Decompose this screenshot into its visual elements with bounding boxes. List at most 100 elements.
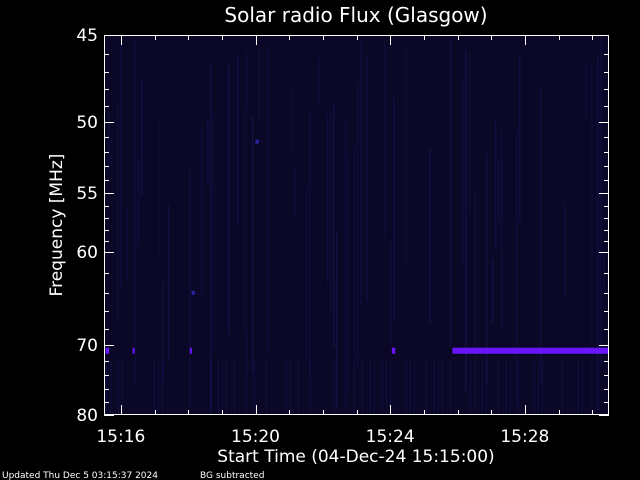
noise-streak	[189, 168, 191, 409]
x-tick-label: 15:20	[231, 427, 280, 447]
noise-streak	[357, 82, 359, 369]
noise-streak	[327, 114, 329, 284]
x-tick-label: 15:24	[366, 427, 415, 447]
noise-streak	[390, 360, 391, 415]
noise-streak	[210, 63, 212, 413]
noise-streak	[486, 360, 487, 415]
noise-streak	[414, 360, 415, 415]
noise-streak	[426, 360, 427, 415]
y-axis-label: Frequency [MHz]	[47, 154, 67, 297]
noise-streak	[213, 113, 215, 352]
noise-streak	[298, 360, 299, 415]
noise-streak	[495, 117, 497, 252]
noise-streak	[386, 360, 387, 415]
y-tick-label: 80	[76, 406, 98, 426]
emission-segment	[132, 347, 135, 354]
emission-segment	[189, 347, 192, 354]
noise-streak	[600, 35, 602, 367]
noise-streak	[309, 109, 311, 374]
noise-streak	[154, 360, 155, 415]
noise-streak	[243, 110, 245, 330]
noise-streak	[306, 187, 308, 362]
y-tick-label: 60	[76, 243, 98, 263]
noise-streak	[122, 360, 123, 415]
noise-streak	[228, 64, 230, 335]
noise-streak	[374, 360, 375, 415]
y-tick-label: 70	[76, 336, 98, 356]
noise-streak	[382, 360, 383, 415]
noise-streak	[222, 360, 223, 415]
noise-streak	[585, 63, 587, 118]
weak-feature	[191, 290, 195, 295]
noise-streak	[126, 206, 128, 281]
noise-streak	[405, 49, 407, 263]
noise-streak	[246, 49, 248, 375]
updated-timestamp: Updated Thu Dec 5 03:15:37 2024	[2, 471, 158, 480]
weak-feature	[255, 139, 259, 144]
noise-streak	[510, 360, 511, 415]
noise-streak	[542, 360, 543, 415]
noise-streak	[159, 119, 161, 259]
x-tick-label: 15:16	[96, 427, 145, 447]
weak-features	[191, 139, 259, 295]
noise-streak	[234, 360, 235, 415]
noise-streak	[366, 55, 368, 300]
noise-streak	[267, 45, 269, 353]
noise-streak	[318, 57, 320, 106]
noise-streak	[591, 64, 593, 411]
noise-streak	[334, 360, 335, 415]
noise-streak	[258, 46, 260, 124]
noise-streak	[450, 37, 452, 347]
x-axis-ticks: 15:16 15:20 15:24 15:28	[96, 35, 593, 447]
noise-streak	[345, 119, 347, 408]
noise-streak	[498, 159, 500, 222]
noise-streak	[442, 360, 443, 415]
noise-streak	[486, 153, 488, 384]
noise-streak	[470, 360, 471, 415]
noise-streak	[310, 360, 311, 415]
noise-streak	[562, 360, 563, 415]
noise-streak	[370, 360, 371, 415]
noise-streak	[290, 360, 291, 415]
noise-streak	[106, 360, 107, 415]
noise-streak	[360, 40, 362, 307]
noise-streak	[434, 360, 435, 415]
noise-streak	[538, 360, 539, 415]
noise-streak	[246, 360, 247, 415]
emission-band	[105, 347, 609, 354]
background-subtracted-note: BG subtracted	[200, 471, 264, 480]
noise-texture	[106, 35, 605, 415]
noise-streak	[482, 360, 483, 415]
noise-streak	[333, 102, 335, 348]
x-tick-label: 15:28	[500, 427, 549, 447]
noise-streak	[474, 189, 476, 410]
noise-streak	[450, 360, 451, 415]
noise-streak	[406, 360, 407, 415]
noise-streak	[330, 111, 332, 311]
noise-streak	[597, 53, 599, 412]
noise-streak	[141, 80, 143, 196]
noise-streak	[207, 120, 209, 186]
noise-streak	[410, 360, 411, 415]
noise-streak	[108, 113, 110, 173]
noise-streak	[362, 360, 363, 415]
noise-streak	[237, 53, 239, 224]
noise-streak	[519, 53, 521, 224]
noise-streak	[286, 360, 287, 415]
plot-frame	[104, 35, 609, 415]
noise-streak	[582, 360, 583, 415]
noise-streak	[534, 360, 535, 415]
noise-streak	[429, 148, 431, 324]
noise-streak	[564, 203, 566, 297]
noise-streak	[110, 360, 111, 415]
noise-streak	[506, 360, 507, 415]
noise-streak	[354, 360, 355, 415]
noise-streak	[210, 360, 211, 415]
noise-streak	[498, 360, 499, 415]
emission-segment	[452, 347, 609, 354]
noise-streak	[465, 49, 467, 392]
noise-streak	[252, 116, 254, 374]
emission-segment	[391, 347, 396, 354]
noise-streak	[578, 360, 579, 415]
